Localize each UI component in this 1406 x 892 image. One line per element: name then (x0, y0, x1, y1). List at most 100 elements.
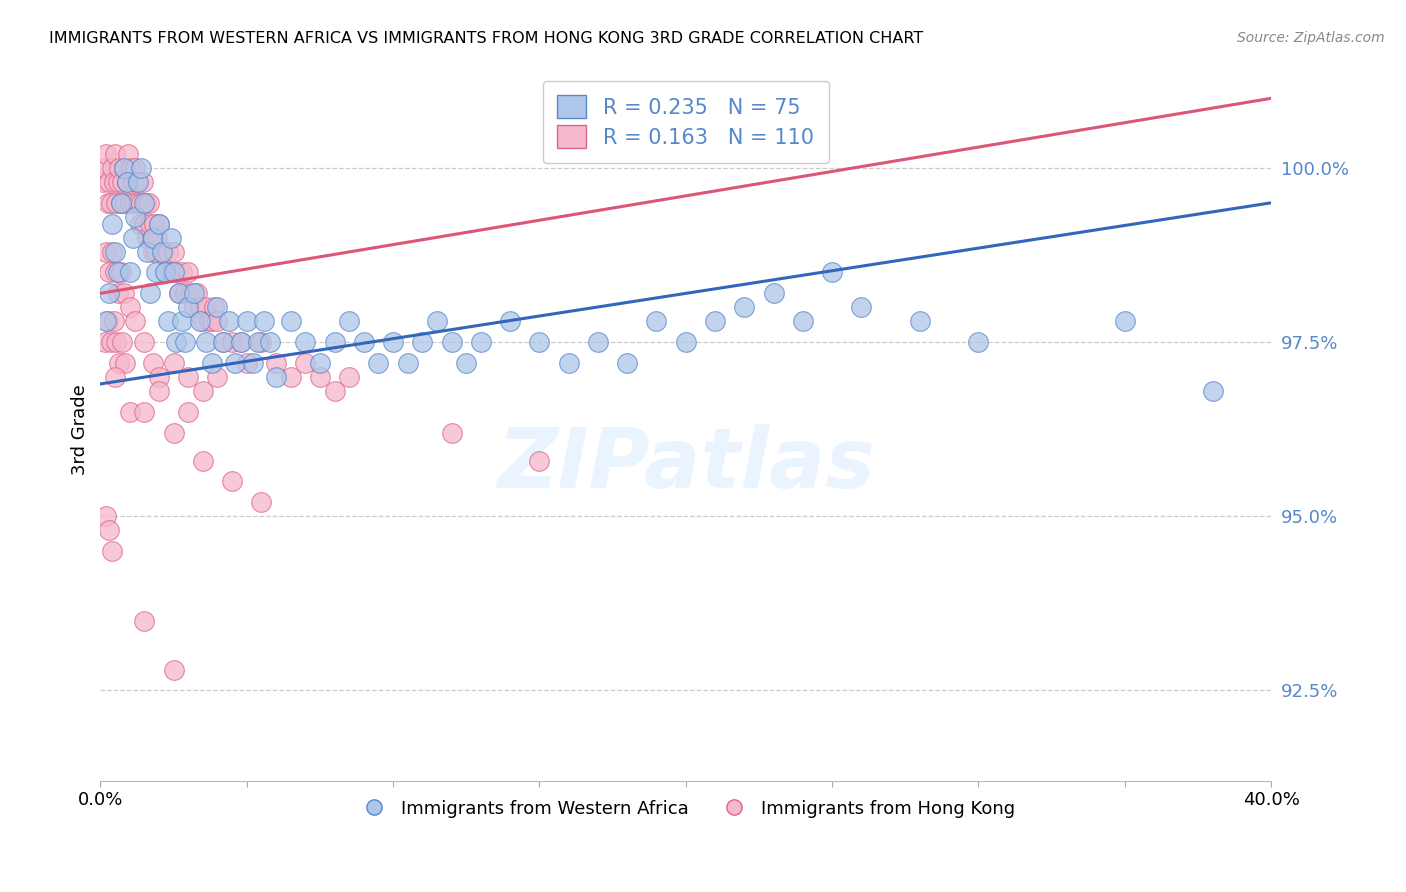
Point (733, 301, 755, 315)
Point (499, 314, 522, 328)
Point (115, 175, 138, 189)
Point (280, 314, 302, 328)
Point (529, 453, 551, 467)
Point (98, 523, 121, 537)
Point (104, 265, 127, 279)
Point (111, 335, 134, 350)
Point (142, 230, 165, 244)
Point (134, 614, 156, 628)
Point (105, 335, 128, 350)
Point (136, 244, 159, 259)
Point (675, 335, 697, 350)
Point (337, 314, 360, 328)
Point (1201, 384, 1223, 398)
Point (253, 314, 276, 328)
Point (470, 335, 492, 350)
Point (103, 175, 125, 189)
Point (153, 265, 176, 279)
Point (131, 195, 153, 210)
Point (101, 544, 124, 558)
Point (98, 286, 121, 301)
Point (104, 147, 127, 161)
Point (188, 301, 211, 315)
Point (174, 335, 197, 350)
Point (235, 356, 257, 370)
Point (186, 286, 208, 301)
Point (142, 244, 165, 259)
Point (110, 265, 132, 279)
Point (207, 314, 229, 328)
Point (156, 244, 179, 259)
Point (117, 147, 139, 161)
Point (264, 370, 287, 384)
Point (762, 286, 785, 301)
Point (396, 356, 419, 370)
Point (134, 217, 156, 231)
Point (121, 175, 143, 189)
Point (131, 161, 153, 175)
Point (851, 301, 873, 315)
Point (183, 301, 205, 315)
Point (247, 335, 270, 350)
Point (110, 195, 132, 210)
Point (221, 335, 243, 350)
Point (124, 161, 146, 175)
Point (207, 370, 229, 384)
Point (122, 195, 145, 210)
Point (108, 161, 131, 175)
Point (207, 301, 229, 315)
Point (162, 244, 184, 259)
Point (107, 265, 129, 279)
Point (294, 356, 316, 370)
Point (134, 335, 156, 350)
Point (139, 286, 162, 301)
Point (93, 161, 115, 175)
Point (172, 314, 194, 328)
Point (135, 195, 157, 210)
Point (127, 195, 149, 210)
Point (156, 314, 179, 328)
Point (967, 335, 990, 350)
Point (212, 335, 235, 350)
Point (337, 370, 360, 384)
Point (177, 370, 200, 384)
Point (145, 265, 167, 279)
Text: Source: ZipAtlas.com: Source: ZipAtlas.com (1237, 31, 1385, 45)
Point (162, 356, 184, 370)
Point (134, 195, 156, 210)
Point (127, 175, 149, 189)
Point (118, 265, 141, 279)
Point (159, 230, 181, 244)
Point (645, 314, 668, 328)
Point (96, 314, 118, 328)
Point (101, 217, 124, 231)
Point (98, 265, 121, 279)
Point (183, 286, 205, 301)
Point (148, 217, 170, 231)
Point (134, 405, 156, 419)
Point (100, 195, 122, 210)
Point (100, 335, 122, 350)
Point (353, 335, 375, 350)
Point (118, 195, 141, 210)
Point (165, 335, 187, 350)
Point (174, 286, 197, 301)
Point (110, 195, 132, 210)
Point (104, 370, 127, 384)
Point (908, 314, 931, 328)
Point (188, 314, 211, 328)
Text: IMMIGRANTS FROM WESTERN AFRICA VS IMMIGRANTS FROM HONG KONG 3RD GRADE CORRELATIO: IMMIGRANTS FROM WESTERN AFRICA VS IMMIGR… (49, 31, 924, 46)
Point (97, 314, 120, 328)
Point (456, 356, 478, 370)
Point (121, 230, 143, 244)
Point (91, 175, 114, 189)
Point (101, 244, 124, 259)
Point (142, 356, 165, 370)
Point (115, 175, 138, 189)
Point (382, 335, 405, 350)
Point (229, 335, 252, 350)
Point (821, 265, 844, 279)
Point (309, 370, 332, 384)
Y-axis label: 3rd Grade: 3rd Grade (72, 384, 89, 475)
Point (124, 210, 146, 224)
